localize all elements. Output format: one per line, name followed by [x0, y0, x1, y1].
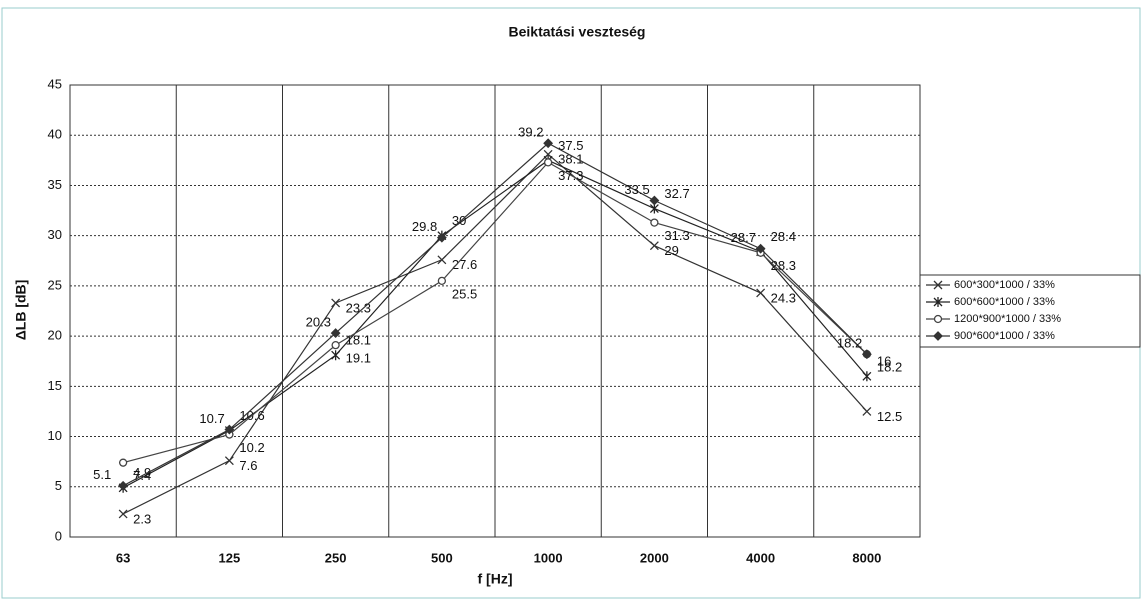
series-line: [122, 142, 868, 487]
series-line: [122, 159, 868, 489]
marker: [755, 243, 766, 254]
data-label: 5.1: [93, 467, 111, 482]
legend-label: 900*600*1000 / 33%: [954, 330, 1055, 342]
marker: [224, 424, 235, 435]
chart-title: Beiktatási veszteség: [509, 24, 646, 40]
data-label: 10.7: [199, 411, 224, 426]
data-label: 39.2: [518, 125, 543, 140]
marker: [933, 280, 943, 290]
y-tick-label: 25: [48, 277, 62, 292]
marker: [861, 349, 872, 360]
data-label: 29: [664, 243, 678, 258]
data-label: 31.3: [664, 228, 689, 243]
data-label: 27.6: [452, 257, 477, 272]
marker: [436, 232, 447, 243]
y-tick-label: 45: [48, 76, 62, 91]
y-tick-label: 40: [48, 127, 62, 142]
marker: [437, 255, 447, 265]
data-label: 33.5: [624, 182, 649, 197]
y-tick-label: 15: [48, 378, 62, 393]
marker: [330, 328, 341, 339]
data-label: 4.9: [133, 465, 151, 480]
y-axis-title: ΔLB [dB]: [13, 280, 29, 341]
data-label: 30: [452, 213, 466, 228]
data-label: 28.7: [731, 230, 756, 245]
series-line: [122, 153, 868, 515]
x-tick-label: 2000: [640, 550, 669, 565]
marker: [649, 195, 660, 206]
data-label: 37.5: [558, 138, 583, 153]
marker: [862, 371, 872, 382]
marker: [543, 138, 554, 149]
x-axis-title: f [Hz]: [478, 571, 513, 587]
data-label: 38.1: [558, 152, 583, 167]
data-label: 2.3: [133, 511, 151, 526]
legend-box: [919, 274, 1141, 348]
marker: [118, 480, 129, 491]
data-label: 29.8: [412, 219, 437, 234]
x-tick-label: 125: [219, 550, 241, 565]
data-label: 24.3: [771, 290, 796, 305]
data-label: 18.1: [346, 333, 371, 348]
x-tick-label: 63: [116, 550, 130, 565]
data-label: 7.6: [239, 458, 257, 473]
marker: [933, 331, 943, 341]
data-label: 12.5: [877, 409, 902, 424]
data-label: 28.4: [771, 229, 796, 244]
x-tick-label: 250: [325, 550, 347, 565]
data-label: 25.5: [452, 286, 477, 301]
marker: [543, 158, 553, 167]
marker: [756, 288, 766, 298]
data-label: 18.2: [837, 336, 862, 351]
y-tick-label: 5: [55, 478, 62, 493]
series-line: [122, 161, 868, 464]
y-tick-label: 10: [48, 428, 62, 443]
data-label: 18.2: [877, 360, 902, 375]
x-tick-label: 4000: [746, 550, 775, 565]
data-label: 23.3: [346, 300, 371, 315]
x-tick-label: 500: [431, 550, 453, 565]
y-tick-label: 20: [48, 328, 62, 343]
data-label: 28.3: [771, 258, 796, 273]
legend-label: 1200*900*1000 / 33%: [954, 313, 1061, 325]
marker: [118, 458, 128, 467]
legend-label: 600*600*1000 / 33%: [954, 296, 1055, 308]
marker: [224, 456, 234, 466]
y-tick-label: 30: [48, 227, 62, 242]
marker: [862, 406, 872, 416]
marker: [437, 276, 447, 286]
data-label: 19.1: [346, 351, 371, 366]
y-tick-label: 35: [48, 177, 62, 192]
x-tick-label: 8000: [852, 550, 881, 565]
marker: [331, 298, 341, 308]
x-tick-label: 1000: [534, 550, 563, 565]
marker: [650, 218, 659, 227]
y-tick-label: 0: [55, 528, 62, 543]
data-label: 32.7: [664, 186, 689, 201]
data-label: 37.3: [558, 168, 583, 183]
marker: [331, 341, 340, 350]
marker: [331, 350, 341, 361]
marker: [118, 509, 128, 519]
marker: [649, 241, 659, 251]
marker: [933, 297, 943, 307]
data-label: 20.3: [306, 315, 331, 330]
legend-label: 600*300*1000 / 33%: [954, 279, 1055, 291]
data-label: 16: [877, 354, 891, 369]
data-label: 10.2: [239, 440, 264, 455]
marker: [933, 314, 943, 324]
